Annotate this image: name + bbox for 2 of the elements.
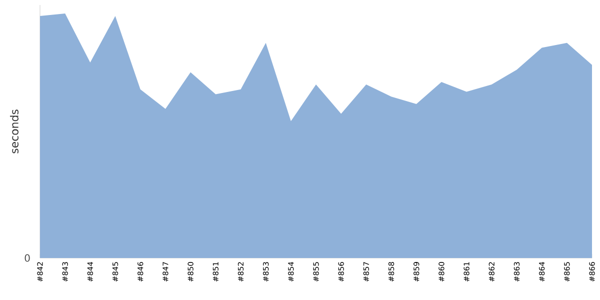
text: 0: [24, 254, 30, 262]
y-axis-title: seconds: [10, 110, 18, 154]
